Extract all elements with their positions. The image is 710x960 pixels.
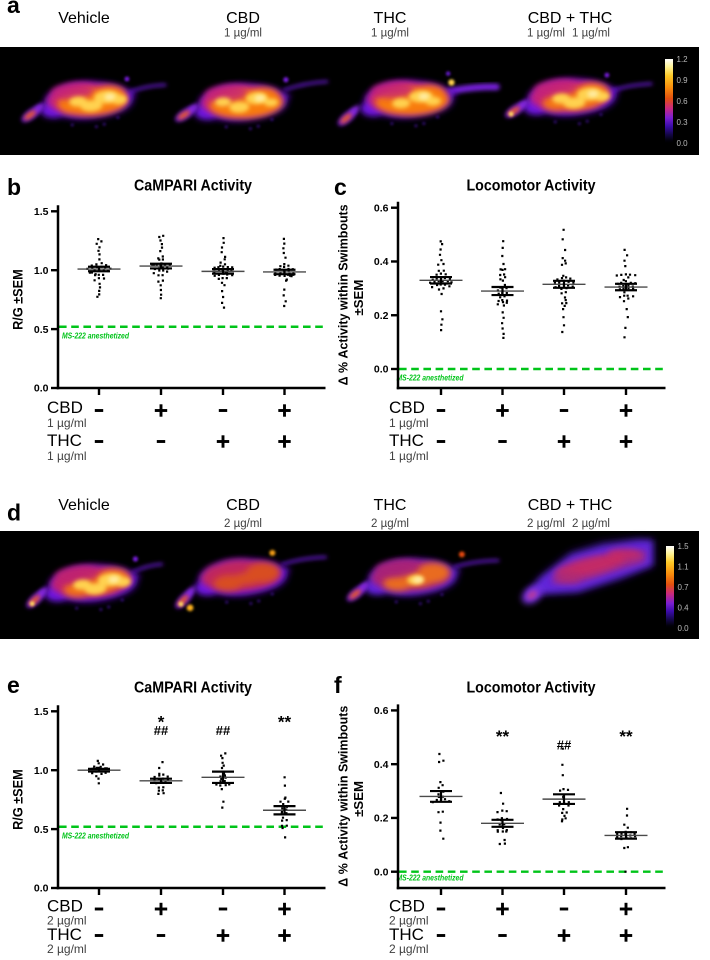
svg-text:2 µg/ml: 2 µg/ml (389, 914, 429, 928)
svg-text:0.5: 0.5 (34, 324, 49, 336)
svg-text:1 µg/ml: 1 µg/ml (47, 449, 87, 463)
svg-text:Locomotor Activity: Locomotor Activity (467, 680, 596, 697)
svg-text:1 µg/ml: 1 µg/ml (572, 28, 610, 40)
svg-text:CBD + THC: CBD + THC (528, 10, 613, 27)
svg-text:1.0: 1.0 (34, 265, 49, 277)
svg-text:CBD: CBD (389, 897, 425, 916)
svg-text:THC: THC (374, 10, 407, 27)
svg-text:MS-222 anesthetized: MS-222 anesthetized (397, 874, 465, 883)
svg-text:CBD + THC: CBD + THC (528, 497, 613, 514)
svg-text:2 µg/ml: 2 µg/ml (527, 518, 565, 530)
svg-text:CaMPARI Activity: CaMPARI Activity (134, 178, 252, 195)
svg-text:0.6: 0.6 (677, 97, 689, 106)
svg-text:##: ## (216, 723, 231, 738)
svg-text:1.0: 1.0 (34, 765, 49, 777)
svg-text:1 µg/ml: 1 µg/ml (224, 28, 262, 40)
svg-text:Vehicle: Vehicle (58, 497, 110, 514)
svg-text:R/G ±SEM: R/G ±SEM (11, 269, 27, 330)
svg-text:0.2: 0.2 (374, 310, 389, 322)
svg-text:0.0: 0.0 (374, 866, 389, 878)
svg-text:1 µg/ml: 1 µg/ml (527, 28, 565, 40)
svg-text:CBD: CBD (226, 10, 260, 27)
svg-text:*: * (158, 713, 165, 732)
svg-text:0.3: 0.3 (677, 118, 689, 127)
svg-text:0.9: 0.9 (677, 76, 689, 85)
svg-text:0.7: 0.7 (678, 583, 690, 592)
svg-text:0.4: 0.4 (678, 604, 690, 613)
svg-text:2 µg/ml: 2 µg/ml (47, 914, 87, 928)
svg-text:0.4: 0.4 (374, 256, 389, 268)
svg-text:2 µg/ml: 2 µg/ml (572, 518, 610, 530)
svg-text:1.2: 1.2 (677, 55, 689, 64)
svg-text:2 µg/ml: 2 µg/ml (224, 518, 262, 530)
svg-text:1 µg/ml: 1 µg/ml (389, 449, 429, 463)
svg-text:**: ** (619, 727, 633, 746)
svg-text:e: e (7, 672, 20, 698)
svg-text:CBD: CBD (47, 398, 83, 417)
svg-text:CBD: CBD (226, 497, 260, 514)
svg-text:2 µg/ml: 2 µg/ml (371, 518, 409, 530)
svg-text:Locomotor Activity: Locomotor Activity (467, 178, 596, 195)
svg-text:Vehicle: Vehicle (58, 10, 110, 27)
svg-text:1 µg/ml: 1 µg/ml (47, 416, 87, 430)
svg-text:2 µg/ml: 2 µg/ml (47, 942, 87, 956)
svg-text:MS-222 anesthetized: MS-222 anesthetized (397, 374, 465, 383)
svg-text:b: b (7, 174, 21, 200)
svg-text:THC: THC (389, 925, 424, 944)
svg-text:1.1: 1.1 (678, 563, 690, 572)
svg-text:1 µg/ml: 1 µg/ml (389, 416, 429, 430)
svg-text:0.4: 0.4 (374, 759, 389, 771)
svg-text:##: ## (154, 723, 169, 738)
svg-text:d: d (7, 500, 21, 526)
svg-text:Δ % Activity within Swimbouts: Δ % Activity within Swimbouts (336, 204, 351, 385)
svg-text:Δ % Activity within Swimbouts: Δ % Activity within Swimbouts (336, 706, 351, 887)
svg-text:0.6: 0.6 (374, 705, 389, 717)
svg-text:THC: THC (47, 431, 82, 450)
svg-text:2 µg/ml: 2 µg/ml (389, 942, 429, 956)
svg-text:THC: THC (47, 925, 82, 944)
svg-text:±SEM: ±SEM (351, 781, 366, 817)
svg-text:c: c (334, 174, 347, 200)
svg-text:0.6: 0.6 (374, 202, 389, 214)
svg-text:MS-222 anesthetized: MS-222 anesthetized (62, 832, 130, 841)
svg-text:1.5: 1.5 (34, 206, 49, 218)
svg-text:0.2: 0.2 (374, 813, 389, 825)
svg-text:0.0: 0.0 (34, 883, 49, 895)
svg-text:a: a (7, 0, 20, 18)
svg-text:0.0: 0.0 (374, 364, 389, 376)
svg-text:0.0: 0.0 (678, 624, 690, 633)
svg-text:0.0: 0.0 (34, 383, 49, 395)
svg-text:CBD: CBD (389, 398, 425, 417)
svg-text:CBD: CBD (47, 897, 83, 916)
svg-text:0.5: 0.5 (34, 824, 49, 836)
svg-text:f: f (334, 672, 342, 698)
svg-text:**: ** (278, 713, 292, 732)
svg-text:R/G ±SEM: R/G ±SEM (11, 769, 27, 830)
svg-text:0.0: 0.0 (677, 139, 689, 148)
svg-text:1.5: 1.5 (34, 706, 49, 718)
svg-text:THC: THC (374, 497, 407, 514)
svg-text:**: ** (496, 727, 510, 746)
svg-text:MS-222 anesthetized: MS-222 anesthetized (62, 332, 130, 341)
svg-text:1 µg/ml: 1 µg/ml (371, 28, 409, 40)
svg-text:±SEM: ±SEM (351, 280, 366, 316)
svg-text:CaMPARI Activity: CaMPARI Activity (134, 680, 252, 697)
svg-text:##: ## (557, 738, 572, 753)
svg-text:1.5: 1.5 (678, 542, 690, 551)
svg-text:THC: THC (389, 431, 424, 450)
